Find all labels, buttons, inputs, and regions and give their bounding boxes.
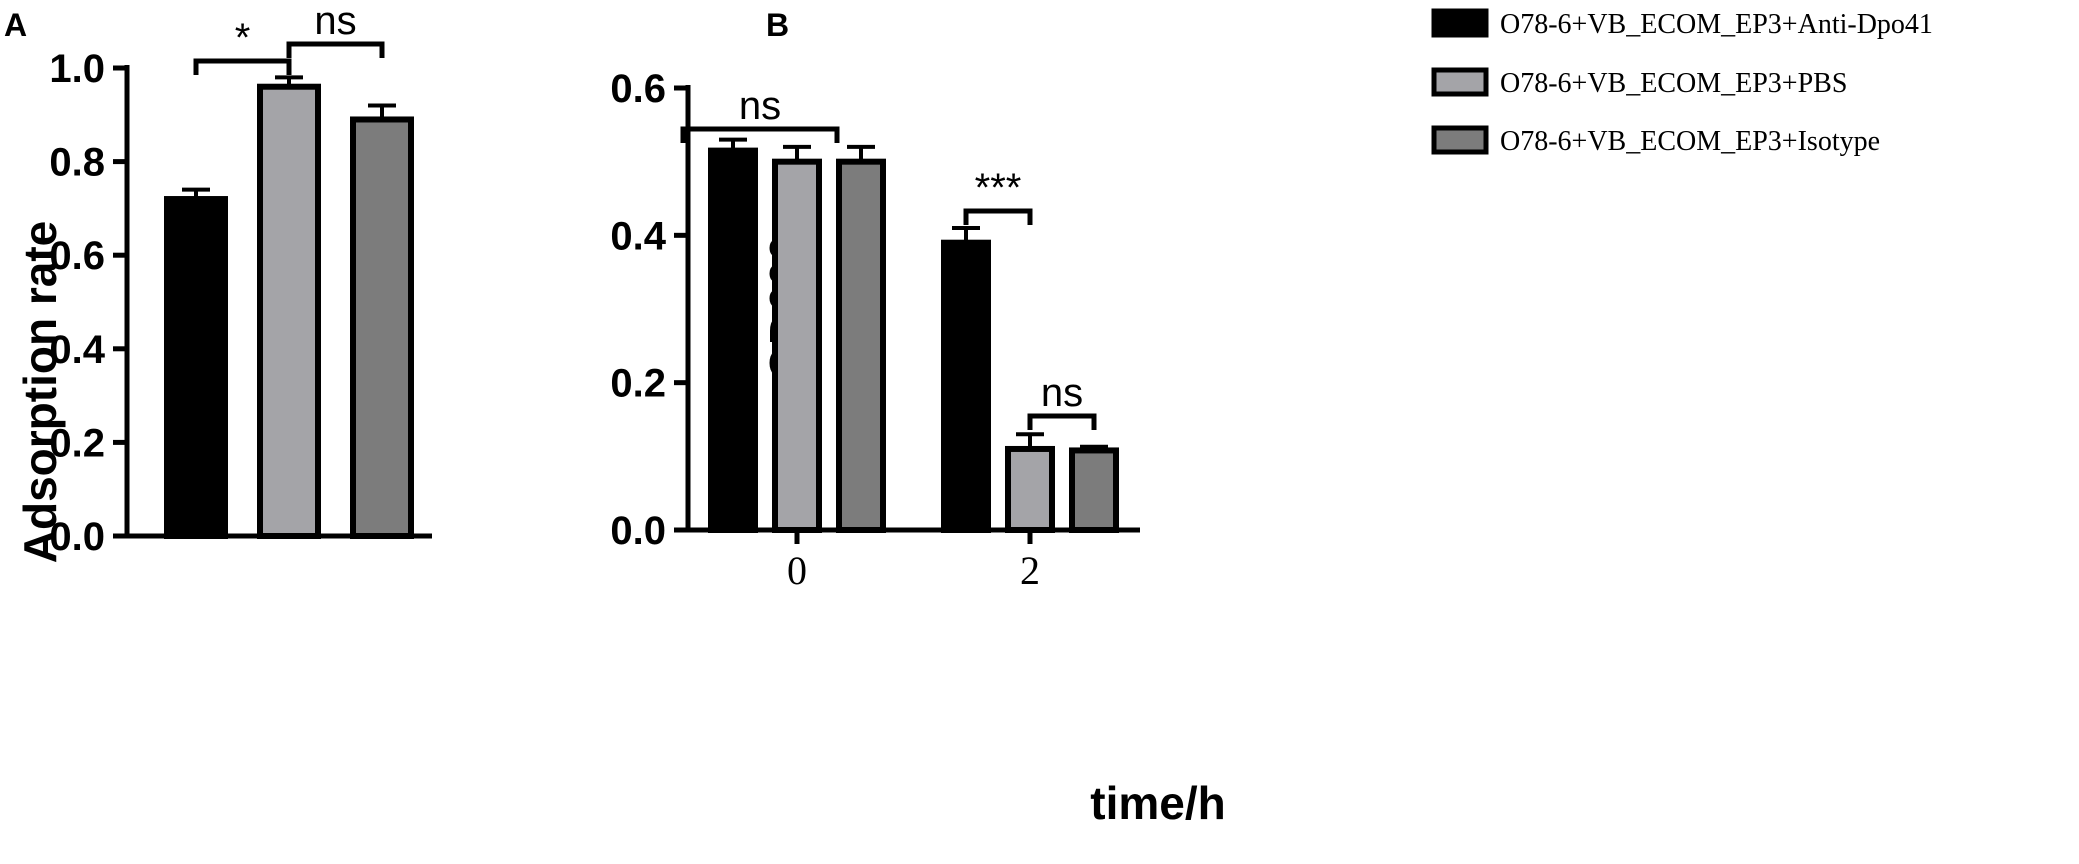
panel-a-y-tick-label: 0.2 <box>49 421 105 465</box>
panel-a-y-axis-title: Adsorption rate <box>14 221 66 563</box>
panel-a-y-tick-label: 0.4 <box>49 328 105 372</box>
panel-b-bar <box>772 158 822 534</box>
panel-b-label: B <box>766 7 789 43</box>
panel-b-x-axis-title: time/h <box>1090 777 1225 829</box>
panel-a-significance-label: ns <box>314 0 356 43</box>
panel-b-y-tick-label: 0.0 <box>610 509 666 553</box>
panel-b-x-tick-label: 2 <box>1020 548 1040 593</box>
panel-b-significance-label: *** <box>975 166 1022 210</box>
panel-a-significance-bracket <box>286 41 385 58</box>
panel-b-y-tick-label: 0.6 <box>610 67 666 111</box>
panel-a-y-tick-label: 0.0 <box>49 515 105 559</box>
panel-b-y-tick-label: 0.4 <box>610 214 666 258</box>
panel-a-label: A <box>4 7 27 43</box>
panel-a-y-tick-label: 1.0 <box>49 47 105 91</box>
panel-b-y-tick-label: 0.2 <box>610 362 666 406</box>
panel-a-y-tick-label: 0.8 <box>49 141 105 185</box>
panel-a-significance-bracket <box>193 58 292 75</box>
panel-a-bar <box>350 116 414 539</box>
legend-swatch <box>1431 125 1489 155</box>
panel-a-bar <box>164 196 228 539</box>
panel-b-bar <box>836 158 886 534</box>
legend-swatch <box>1431 8 1489 38</box>
panel-b-bar <box>1005 445 1055 534</box>
panel-b-x-tick-label: 0 <box>787 548 807 593</box>
legend-swatch <box>1431 67 1489 97</box>
panel-b-significance-label: ns <box>1041 371 1083 415</box>
legend: O78-6+VB_ECOM_EP3+Anti-Dpo41 O78-6+VB_ECO… <box>1431 8 1933 157</box>
legend-entry-label: O78-6+VB_ECOM_EP3+Isotype <box>1500 126 1880 157</box>
panel-b-bar <box>941 239 991 533</box>
panel-b-significance-label: ns <box>739 84 781 128</box>
panel-b-bar <box>708 147 758 533</box>
legend-entry-label: O78-6+VB_ECOM_EP3+PBS <box>1500 68 1847 99</box>
panel-a-bar <box>257 83 321 539</box>
panel-a-significance-label: * <box>235 16 251 60</box>
panel-b-bar <box>1069 447 1119 533</box>
panel-b-significance-bracket <box>680 126 840 143</box>
panel-a: A Adsorption rate 0.0 0.2 0.4 0.6 0.8 1.0 * ns <box>4 0 432 563</box>
panel-a-y-tick-label: 0.6 <box>49 234 105 278</box>
panel-b-significance-bracket <box>963 208 1033 225</box>
legend-entry-label: O78-6+VB_ECOM_EP3+Anti-Dpo41 <box>1500 9 1933 40</box>
panel-b-significance-bracket <box>1027 413 1097 430</box>
